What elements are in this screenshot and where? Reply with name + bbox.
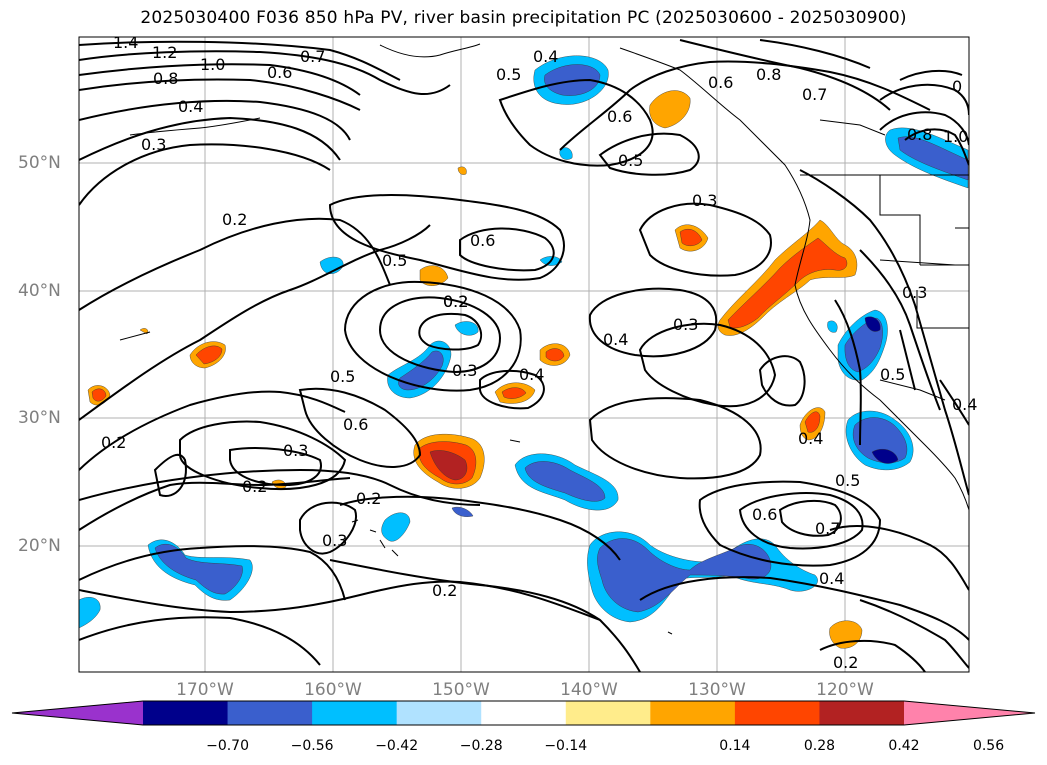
contour-label: 0.3 xyxy=(902,283,927,302)
colorbar-segment xyxy=(12,701,143,725)
contour-label: 1.0 xyxy=(943,127,968,146)
coastlines xyxy=(119,43,969,635)
contour-label: 1.2 xyxy=(152,43,177,62)
contour-label: 0.5 xyxy=(496,65,521,84)
contour-label: 0.4 xyxy=(952,395,977,414)
contour-label: 0.5 xyxy=(618,151,643,170)
pv-contours xyxy=(79,39,969,672)
contour-label: 0.6 xyxy=(607,107,632,126)
colorbar-segment xyxy=(481,701,567,725)
contour-label: 0.3 xyxy=(322,531,347,550)
lon-label: 160°W xyxy=(304,680,362,700)
contour-label: 0.2 xyxy=(222,210,247,229)
lon-label: 130°W xyxy=(688,680,746,700)
colorbar-tick-label: −0.56 xyxy=(290,738,334,754)
lat-label: 20°N xyxy=(18,536,61,556)
contour-label: 0 xyxy=(952,77,962,96)
colorbar-tick-label: 0.14 xyxy=(719,738,751,754)
colorbar-segment xyxy=(312,701,398,725)
colorbar-tick-label: −0.14 xyxy=(544,738,588,754)
lat-label: 30°N xyxy=(18,408,61,428)
contour-label: 0.6 xyxy=(752,505,777,524)
colorbar-segment xyxy=(227,701,313,725)
contour-label: 0.2 xyxy=(242,477,267,496)
contour-label: 0.3 xyxy=(673,315,698,334)
colorbar-segments xyxy=(12,701,1035,725)
lon-label: 140°W xyxy=(560,680,618,700)
contour-label: 0.2 xyxy=(833,653,858,672)
lon-label: 120°W xyxy=(816,680,874,700)
contour-label: 0.2 xyxy=(101,433,126,452)
contour-label: 0.4 xyxy=(533,47,558,66)
colorbar-segment xyxy=(565,701,651,725)
contour-label: 0.6 xyxy=(343,415,368,434)
contour-label: 0.7 xyxy=(815,519,840,538)
contour-label: 0.6 xyxy=(708,73,733,92)
contour-label: 0.5 xyxy=(382,251,407,270)
contour-label: 0.7 xyxy=(802,85,827,104)
colorbar-tick-label: 0.42 xyxy=(888,738,920,754)
contour-label: 0.8 xyxy=(756,65,781,84)
contour-labels: 1.4 1.2 1.0 0.8 0.7 0.6 0.4 0.3 0.2 0.5 … xyxy=(101,33,977,672)
contour-label: 0.5 xyxy=(835,471,860,490)
contour-label: 0.5 xyxy=(880,365,905,384)
contour-label: 1.4 xyxy=(113,33,138,52)
precip-shading xyxy=(79,55,969,649)
contour-label: 1.0 xyxy=(200,55,225,74)
colorbar-segment xyxy=(904,701,1035,725)
colorbar-tick-label: −0.28 xyxy=(459,738,503,754)
contour-label: 0.5 xyxy=(330,367,355,386)
map-title: 2025030400 F036 850 hPa PV, river basin … xyxy=(140,8,907,28)
lon-label: 150°W xyxy=(432,680,490,700)
colorbar-segment xyxy=(650,701,736,725)
colorbar-tick-label: 0.56 xyxy=(972,738,1005,754)
colorbar-segment xyxy=(734,701,820,725)
contour-label: 0.8 xyxy=(153,69,178,88)
contour-label: 0.2 xyxy=(432,581,457,600)
contour-label: 0.3 xyxy=(452,361,477,380)
contour-label: 0.6 xyxy=(470,231,495,250)
lat-label: 40°N xyxy=(18,281,61,301)
contour-label: 0.3 xyxy=(141,135,166,154)
contour-label: 0.4 xyxy=(798,429,823,448)
colorbar xyxy=(11,700,1036,726)
contour-label: 0.4 xyxy=(603,330,628,349)
lat-label: 50°N xyxy=(18,153,61,173)
contour-label: 0.2 xyxy=(443,292,468,311)
contour-label: 0.6 xyxy=(267,63,292,82)
map-frame xyxy=(78,36,970,673)
contour-label: 0.4 xyxy=(519,365,544,384)
colorbar-tick-label: 0.28 xyxy=(803,738,836,754)
colorbar-segment xyxy=(396,701,482,725)
contour-label: 0.3 xyxy=(692,191,717,210)
colorbar-tick-label: 0.70 xyxy=(1038,738,1047,754)
colorbar-segment xyxy=(819,701,905,725)
lon-label: 170°W xyxy=(176,680,234,700)
contour-label: 0.4 xyxy=(819,569,844,588)
colorbar-tick-label: −0.70 xyxy=(206,738,249,754)
contour-label: 0.8 xyxy=(907,125,932,144)
colorbar-tick-label: −0.42 xyxy=(375,738,419,754)
contour-label: 0.7 xyxy=(300,47,325,66)
contour-label: 0.2 xyxy=(356,489,381,508)
contour-label: 0.2 xyxy=(443,292,468,311)
contour-label: 0.3 xyxy=(283,441,308,460)
colorbar-segment xyxy=(143,701,229,725)
contour-label: 0.4 xyxy=(178,97,203,116)
